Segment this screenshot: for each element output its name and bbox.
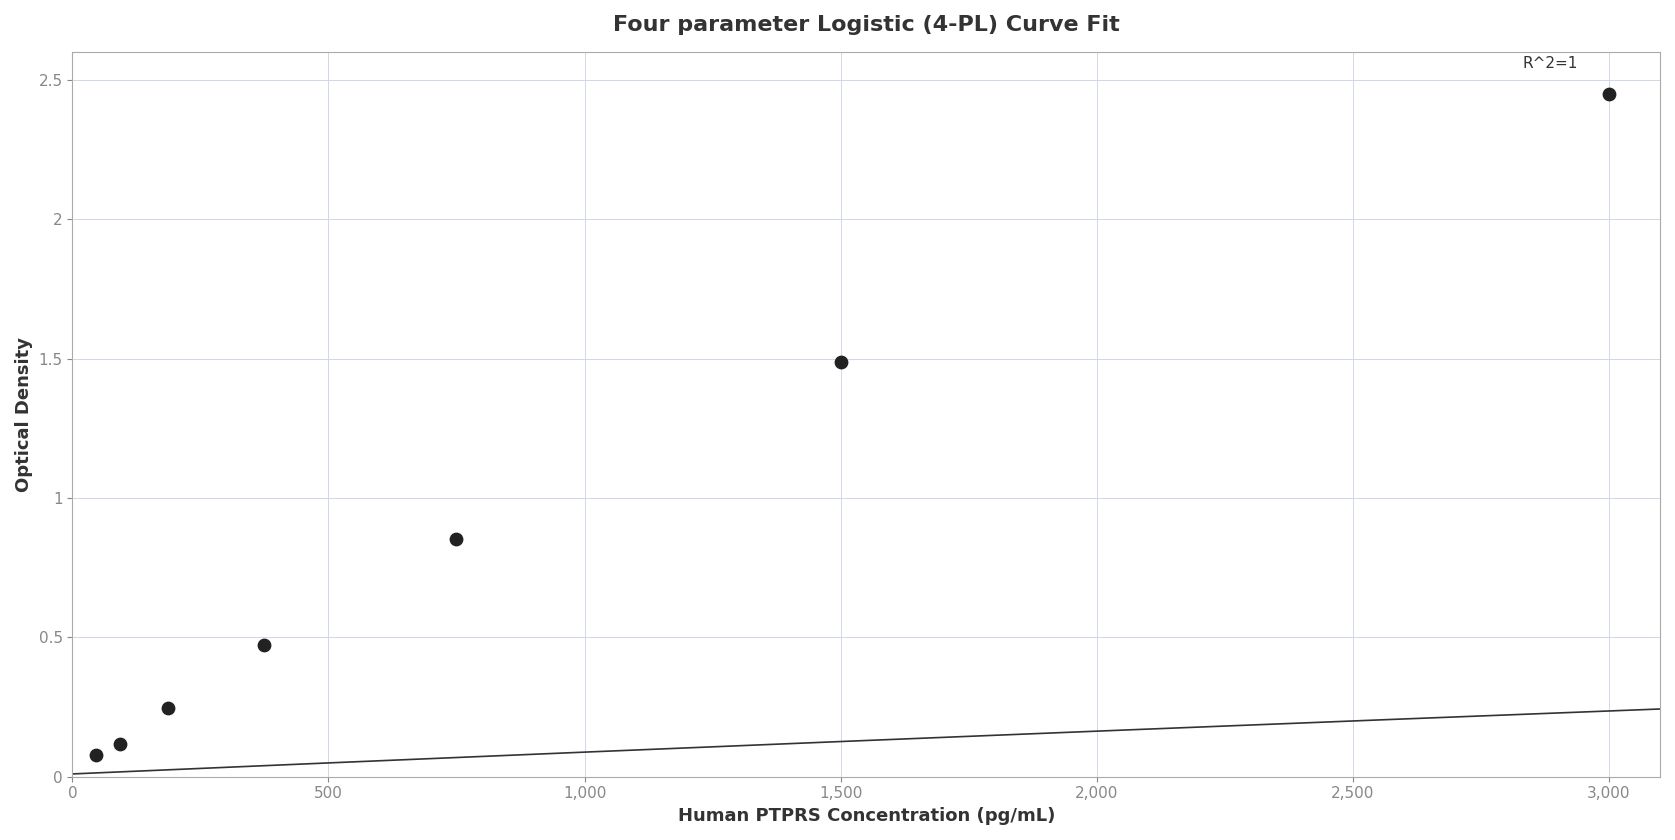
Title: Four parameter Logistic (4-PL) Curve Fit: Four parameter Logistic (4-PL) Curve Fit [613, 15, 1119, 35]
Point [156, 701, 183, 714]
Point [1595, 87, 1621, 100]
Point [251, 638, 278, 652]
Point [107, 738, 134, 751]
Y-axis label: Optical Density: Optical Density [15, 337, 34, 491]
Point [444, 533, 471, 546]
Text: R^2=1: R^2=1 [1523, 56, 1578, 71]
X-axis label: Human PTPRS Concentration (pg/mL): Human PTPRS Concentration (pg/mL) [677, 807, 1055, 825]
Point [84, 748, 111, 762]
Point [827, 355, 854, 369]
